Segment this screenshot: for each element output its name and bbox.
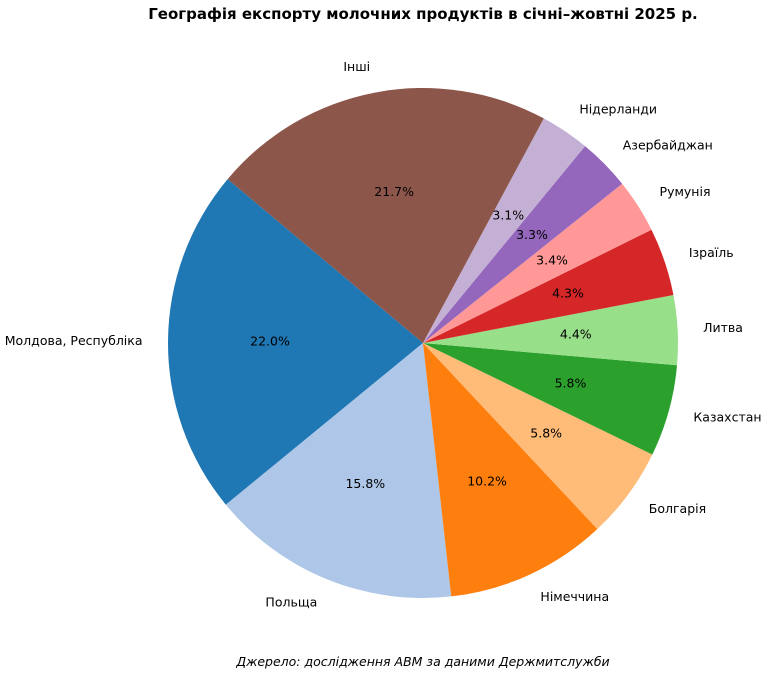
slice-percent-label: 3.1% <box>492 207 524 222</box>
slice-label: Польща <box>265 594 317 609</box>
slice-percent-label: 3.4% <box>536 252 568 267</box>
slice-label: Нідерланди <box>579 102 657 117</box>
pie-slice <box>423 146 623 343</box>
slice-label: Румунія <box>660 184 711 199</box>
pie-slices <box>167 88 678 599</box>
pie-slice <box>423 343 653 530</box>
slice-percent-label: 22.0% <box>250 334 290 349</box>
slice-label: Казахстан <box>693 409 761 424</box>
slice-label: Ізраїль <box>689 245 734 260</box>
pie-slice <box>227 88 544 343</box>
slice-label: Болгарія <box>649 501 706 516</box>
slice-label: Молдова, Республіка <box>5 333 143 348</box>
pie-slice <box>423 343 678 455</box>
slice-label: Литва <box>703 320 743 335</box>
slice-percent-label: 4.4% <box>560 327 592 342</box>
slice-label: Інші <box>343 59 370 74</box>
slice-percent-labels: 22.0% 15.8% 10.2% 5.8% 5.8% 4.4% 4.3% 3.4% 3.3% 3… <box>250 184 592 491</box>
pie-slice <box>423 343 598 597</box>
slice-percent-label: 5.8% <box>555 375 587 390</box>
slice-percent-label: 5.8% <box>530 425 562 440</box>
pie-slice <box>167 179 423 505</box>
slice-percent-label: 10.2% <box>467 473 507 488</box>
pie-slice <box>423 294 678 366</box>
chart-title: Географія експорту молочних продуктів в … <box>148 5 698 23</box>
slice-percent-label: 15.8% <box>345 476 385 491</box>
pie-slice <box>423 229 674 343</box>
source-note: Джерело: дослідження АВМ за даними Держм… <box>235 654 609 669</box>
slice-percent-label: 3.3% <box>516 227 548 242</box>
pie-slice <box>423 183 652 343</box>
slice-labels: Молдова, Республіка Польща Німеччина Болгар… <box>5 59 762 609</box>
pie-slice <box>423 118 586 343</box>
slice-percent-label: 21.7% <box>374 184 414 199</box>
slice-label: Азербайджан <box>623 138 713 153</box>
slice-percent-label: 4.3% <box>552 286 584 301</box>
slice-label: Німеччина <box>540 589 609 604</box>
pie-slice <box>225 343 452 599</box>
